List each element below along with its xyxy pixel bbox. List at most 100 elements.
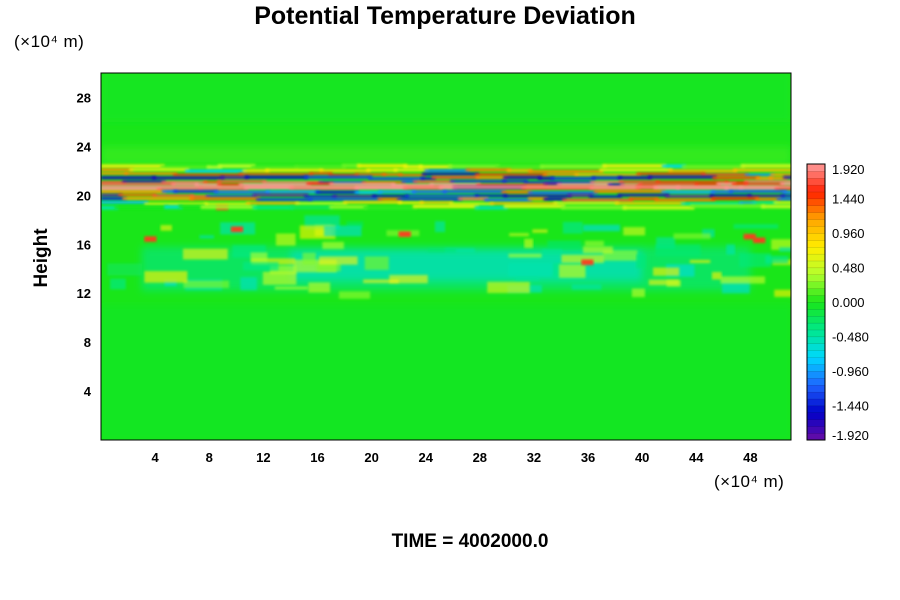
y-tick-label: 24: [77, 139, 92, 154]
heatmap-cell: [252, 205, 294, 210]
heatmap-cell: [217, 180, 267, 183]
heatmap-cell: [476, 183, 548, 187]
colorbar-cell: [806, 184, 826, 193]
colorbar-label: -0.960: [832, 364, 869, 379]
heatmap-cell: [203, 202, 251, 206]
heatmap-cell: [101, 185, 791, 189]
heatmap-cell: [315, 190, 359, 194]
colorbar-cell: [806, 294, 826, 303]
heatmap-cell: [431, 175, 480, 179]
colorbar-cell: [806, 301, 826, 310]
heatmap-cell: [716, 182, 737, 186]
colorbar-cell: [806, 384, 826, 393]
heatmap-cell: [666, 280, 681, 287]
heatmap-cell: [238, 183, 311, 187]
x-tick-label: 28: [473, 450, 487, 465]
heatmap-cell: [161, 181, 208, 184]
heatmap-cell: [528, 191, 598, 195]
heatmap-cell: [724, 181, 749, 184]
heatmap-cell: [251, 258, 296, 265]
colorbar-cell: [806, 260, 826, 269]
x-tick-label: 8: [206, 450, 213, 465]
heatmap-cell: [306, 182, 334, 186]
heatmap-cell: [636, 172, 706, 176]
heatmap-cell: [173, 173, 243, 177]
heatmap-cell: [780, 194, 791, 198]
heatmap-cell: [354, 190, 383, 195]
heatmap-cell: [561, 205, 627, 210]
heatmap-cell: [465, 168, 511, 172]
heatmap-cell: [250, 252, 268, 264]
heatmap-cell: [318, 181, 366, 184]
colorbar-cell: [806, 205, 826, 213]
x-tick-label: 12: [256, 450, 270, 465]
heatmap-cell: [182, 248, 228, 260]
heatmap-cell: [419, 201, 454, 205]
heatmap-cell: [442, 189, 506, 193]
heatmap-cell: [474, 205, 508, 210]
plot-frame: [100, 72, 792, 441]
heatmap-cell: [178, 204, 205, 209]
colorbar-label: -0.480: [832, 330, 869, 345]
heatmap-cell: [514, 276, 540, 281]
heatmap-cell: [366, 168, 398, 172]
heatmap-cell: [265, 168, 324, 172]
heatmap-cell: [418, 165, 453, 169]
heatmap-cell: [532, 229, 548, 233]
heatmap-cell: [152, 194, 194, 198]
heatmap-cell: [590, 180, 624, 184]
heatmap-plot-area: [100, 72, 792, 441]
x-tick-label: 36: [581, 450, 595, 465]
heatmap-cell: [739, 201, 757, 205]
heatmap-cell: [413, 180, 455, 184]
x-tick-label: 48: [743, 450, 757, 465]
heatmap-cell: [776, 197, 791, 201]
colorbar-cell: [806, 267, 826, 275]
heatmap-cell: [636, 254, 646, 269]
heatmap-cell: [304, 195, 337, 198]
heatmap-cell: [217, 164, 256, 168]
heatmap-cell: [503, 175, 542, 180]
heatmap-cell: [160, 225, 172, 231]
heatmap-cell: [561, 254, 604, 263]
heatmap-cell: [101, 197, 127, 201]
heatmap-cell: [252, 193, 309, 197]
heatmap-cell: [728, 189, 787, 193]
heatmap-cell: [448, 164, 500, 169]
heatmap-cell: [489, 202, 558, 205]
heatmap-cell: [101, 305, 791, 440]
heatmap-cell: [540, 164, 607, 169]
heatmap-cell: [346, 221, 364, 228]
heatmap-cell: [528, 169, 604, 173]
heatmap-cell: [542, 249, 563, 254]
heatmap-cell: [377, 197, 402, 201]
heatmap-cell: [617, 176, 652, 180]
heatmap-cell: [690, 204, 766, 208]
heatmap-cell: [338, 291, 371, 299]
heatmap-cell: [101, 146, 791, 165]
colorbar-cell: [806, 322, 826, 331]
x-tick-label: 16: [310, 450, 324, 465]
heatmap-cell: [318, 256, 358, 265]
heatmap-cell: [220, 175, 249, 180]
heatmap-cell: [107, 263, 143, 276]
heatmap-cell: [160, 165, 211, 170]
colorbar-cell: [806, 246, 826, 255]
heatmap-cell: [200, 205, 257, 209]
heatmap-cell: [391, 183, 434, 188]
heatmap-cell: [449, 202, 494, 206]
heatmap-cell: [361, 181, 406, 185]
heatmap-cell: [733, 168, 791, 172]
colorbar-cell: [806, 170, 826, 179]
heatmap-cell: [101, 176, 157, 180]
heatmap-cell: [429, 183, 481, 187]
y-tick-label: 4: [84, 384, 92, 399]
heatmap-cell: [265, 190, 320, 194]
heatmap-cell: [782, 190, 791, 194]
heatmap-cell: [256, 198, 313, 202]
heatmap-cell: [622, 205, 695, 210]
heatmap-field: [101, 73, 791, 440]
y-tick-label: 16: [77, 237, 91, 252]
heatmap-cell: [711, 271, 722, 280]
heatmap-cell: [527, 197, 548, 201]
